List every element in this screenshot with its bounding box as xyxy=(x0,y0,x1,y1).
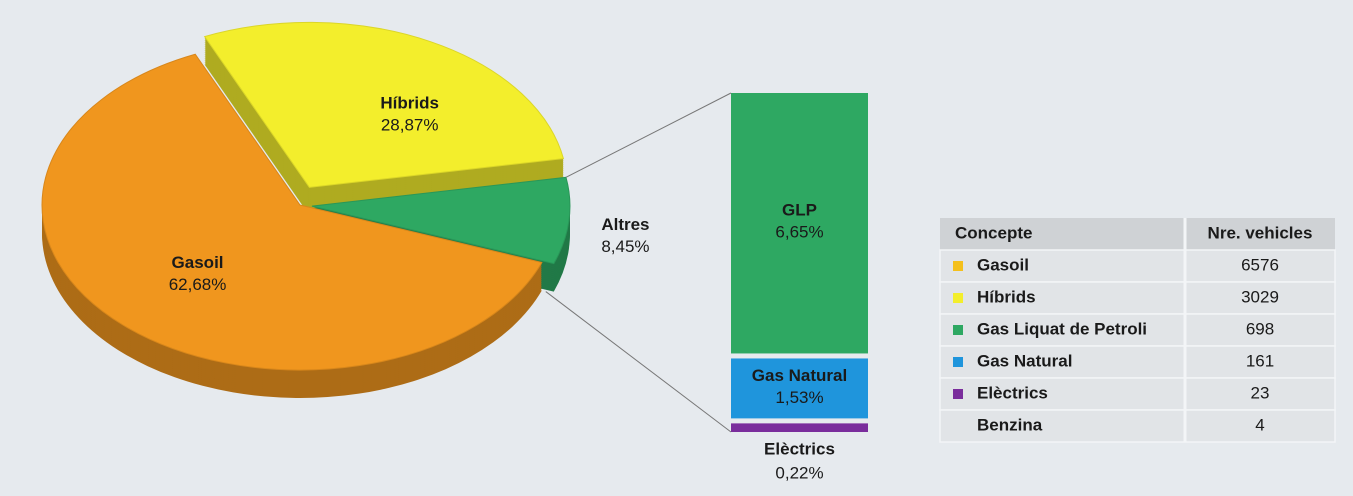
slice-label: Gasoil xyxy=(172,253,224,272)
legend-swatch xyxy=(953,261,963,271)
row-name: Híbrids xyxy=(977,287,1036,306)
row-name: Elèctrics xyxy=(977,383,1048,402)
segment-label: Gas Natural xyxy=(752,366,847,385)
bar-segment xyxy=(731,93,868,354)
segment-value: 1,53% xyxy=(775,388,823,407)
table-header: Concepte xyxy=(955,223,1032,242)
segment-value: 0,22% xyxy=(775,463,823,482)
slice-label: Híbrids xyxy=(380,93,439,112)
table-header-bg xyxy=(940,218,1335,250)
connector xyxy=(545,291,732,433)
bar-segment xyxy=(731,423,868,432)
table-row-bg xyxy=(939,313,1336,347)
table-row-bg xyxy=(939,249,1336,283)
slice xyxy=(311,176,571,265)
slice xyxy=(203,21,565,188)
row-name: Gas Liquat de Petroli xyxy=(977,319,1147,338)
table-row-bg xyxy=(939,281,1336,315)
slice-value: 28,87% xyxy=(381,115,439,134)
table-row-bg xyxy=(939,345,1336,379)
legend-swatch xyxy=(953,357,963,367)
connector xyxy=(565,92,732,178)
row-value: 698 xyxy=(1246,319,1274,338)
row-value: 6576 xyxy=(1241,255,1279,274)
row-value: 4 xyxy=(1255,415,1264,434)
slice-value: 8,45% xyxy=(601,237,649,256)
table-header: Nre. vehicles xyxy=(1208,223,1313,242)
row-value: 3029 xyxy=(1241,287,1279,306)
bar-segment xyxy=(731,358,868,419)
row-value: 23 xyxy=(1251,383,1270,402)
segment-value: 6,65% xyxy=(775,223,823,242)
row-name: Benzina xyxy=(977,415,1043,434)
slice-label: Altres xyxy=(601,215,649,234)
segment-label: GLP xyxy=(782,201,817,220)
row-name: Gasoil xyxy=(977,255,1029,274)
row-value: 161 xyxy=(1246,351,1274,370)
segment-label: Elèctrics xyxy=(764,439,835,458)
legend-swatch xyxy=(953,389,963,399)
legend-swatch xyxy=(953,325,963,335)
row-name: Gas Natural xyxy=(977,351,1072,370)
legend-swatch xyxy=(953,293,963,303)
slice-value: 62,68% xyxy=(169,275,227,294)
table-row-bg xyxy=(939,409,1336,443)
slice xyxy=(41,53,543,371)
